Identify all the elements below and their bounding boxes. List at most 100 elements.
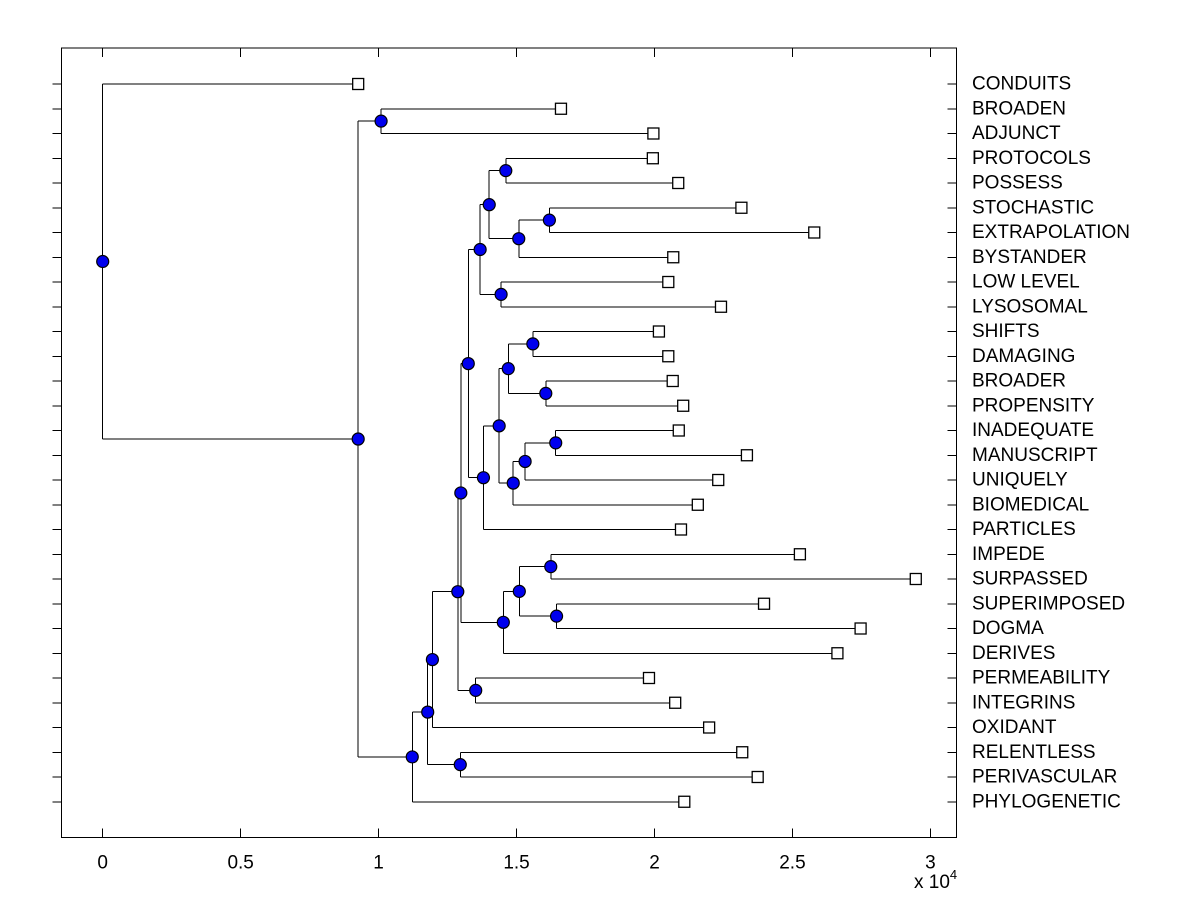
leaf-marker-conduits[interactable]: [352, 77, 365, 91]
leaf-label-conduits[interactable]: CONDUITS: [972, 74, 1071, 95]
internal-node-marker[interactable]: [506, 476, 520, 490]
internal-node-marker[interactable]: [512, 584, 526, 598]
leaf-marker-manuscript[interactable]: [740, 449, 754, 462]
leaf-marker-broaden[interactable]: [554, 102, 568, 115]
internal-node-marker[interactable]: [405, 750, 419, 764]
internal-node-marker[interactable]: [549, 436, 563, 450]
internal-node-marker[interactable]: [473, 242, 487, 257]
internal-node-marker[interactable]: [451, 585, 465, 599]
leaf-label-manuscript[interactable]: MANUSCRIPT: [972, 445, 1098, 466]
leaf-label-phylogenetic[interactable]: PHYLOGENETIC: [972, 791, 1121, 812]
leaf-label-propensity[interactable]: PROPENSITY: [972, 395, 1095, 416]
leaf-marker-relentless[interactable]: [736, 746, 749, 759]
internal-node-marker[interactable]: [421, 705, 435, 719]
leaf-label-stochastic[interactable]: STOCHASTIC: [972, 197, 1094, 218]
leaf-label-shifts[interactable]: SHIFTS: [972, 321, 1040, 342]
internal-node-marker[interactable]: [96, 254, 110, 269]
leaf-marker-dogma[interactable]: [854, 622, 867, 635]
internal-node-marker[interactable]: [496, 615, 510, 629]
internal-node-marker[interactable]: [425, 652, 440, 667]
leaf-marker-integrins[interactable]: [669, 696, 682, 709]
leaf-label-extrapolation[interactable]: EXTRAPOLATION: [972, 222, 1130, 243]
leaf-label-biomedical[interactable]: BIOMEDICAL: [972, 494, 1089, 515]
leaf-marker-low-level[interactable]: [662, 275, 675, 289]
leaf-marker-stochastic[interactable]: [735, 201, 748, 214]
internal-node-marker[interactable]: [454, 486, 468, 500]
leaf-label-surpassed[interactable]: SURPASSED: [972, 569, 1088, 590]
leaf-label-adjunct[interactable]: ADJUNCT: [972, 123, 1061, 144]
leaf-label-perivascular[interactable]: PERIVASCULAR: [972, 767, 1117, 788]
leaf-marker-impede[interactable]: [793, 548, 807, 561]
x-axis-tick-label: 1: [373, 853, 384, 874]
leaf-label-impede[interactable]: IMPEDE: [972, 544, 1045, 565]
leaf-label-oxidant[interactable]: OXIDANT: [972, 717, 1057, 738]
x-axis-multiplier-exponent: 4: [950, 867, 957, 882]
internal-node-marker[interactable]: [494, 287, 508, 301]
leaf-marker-superimposed[interactable]: [757, 597, 771, 610]
internal-node-marker[interactable]: [482, 198, 496, 212]
internal-node-marker[interactable]: [518, 454, 532, 469]
leaf-label-permeability[interactable]: PERMEABILITY: [972, 668, 1111, 689]
leaf-marker-broader[interactable]: [666, 374, 679, 388]
leaf-marker-shifts[interactable]: [652, 325, 666, 338]
x-axis-tick-label: 0: [97, 853, 108, 874]
leaf-marker-phylogenetic[interactable]: [678, 795, 691, 808]
internal-node-marker[interactable]: [476, 471, 491, 485]
leaf-label-relentless[interactable]: RELENTLESS: [972, 742, 1096, 763]
leaf-marker-possess[interactable]: [672, 176, 685, 190]
internal-node-marker[interactable]: [544, 560, 558, 574]
x-axis-tick-label: 2: [649, 853, 660, 874]
internal-node-marker[interactable]: [499, 164, 513, 178]
leaf-label-superimposed[interactable]: SUPERIMPOSED: [972, 593, 1125, 614]
internal-node-marker[interactable]: [512, 232, 526, 246]
leaf-label-bystander[interactable]: BYSTANDER: [972, 247, 1087, 268]
internal-node-marker[interactable]: [501, 362, 515, 376]
leaf-marker-extrapolation[interactable]: [808, 226, 821, 239]
internal-node-marker[interactable]: [469, 683, 483, 697]
internal-node-marker[interactable]: [492, 419, 506, 433]
leaf-label-damaging[interactable]: DAMAGING: [972, 346, 1075, 367]
leaf-label-possess[interactable]: POSSESS: [972, 173, 1063, 194]
leaf-label-integrins[interactable]: INTEGRINS: [972, 692, 1075, 713]
leaf-marker-lysosomal[interactable]: [714, 300, 728, 313]
leaf-marker-surpassed[interactable]: [909, 572, 922, 586]
leaf-label-lysosomal[interactable]: LYSOSOMAL: [972, 296, 1088, 317]
leaf-label-protocols[interactable]: PROTOCOLS: [972, 148, 1091, 169]
internal-node-marker[interactable]: [526, 337, 540, 351]
x-axis-tick-label: 1.5: [503, 853, 529, 874]
internal-node-marker[interactable]: [453, 758, 467, 772]
leaf-marker-perivascular[interactable]: [751, 770, 764, 784]
leaf-marker-derives[interactable]: [831, 647, 844, 660]
leaf-marker-particles[interactable]: [674, 523, 688, 536]
leaf-label-uniquely[interactable]: UNIQUELY: [972, 470, 1068, 491]
leaf-marker-adjunct[interactable]: [647, 127, 660, 140]
plot-frame: [61, 47, 957, 838]
leaf-marker-propensity[interactable]: [677, 399, 690, 412]
leaf-marker-damaging[interactable]: [662, 350, 675, 363]
internal-node-marker[interactable]: [461, 356, 475, 371]
internal-node-marker[interactable]: [549, 609, 564, 623]
leaf-label-derives[interactable]: DERIVES: [972, 643, 1055, 664]
leaf-marker-biomedical[interactable]: [691, 498, 704, 511]
leaf-marker-bystander[interactable]: [667, 251, 680, 264]
leaf-marker-protocols[interactable]: [646, 152, 659, 165]
internal-node-marker[interactable]: [539, 386, 553, 400]
leaf-label-dogma[interactable]: DOGMA: [972, 618, 1044, 639]
x-axis-tick-label: 2.5: [779, 853, 805, 874]
leaf-marker-uniquely[interactable]: [712, 473, 725, 487]
leaf-label-low-level[interactable]: LOW LEVEL: [972, 272, 1080, 293]
internal-node-marker[interactable]: [351, 432, 365, 446]
leaf-label-broaden[interactable]: BROADEN: [972, 98, 1066, 119]
x-axis-tick-label: 3: [925, 853, 936, 874]
leaf-label-broader[interactable]: BROADER: [972, 371, 1066, 392]
internal-node-marker[interactable]: [374, 114, 388, 128]
leaf-label-inadequate[interactable]: INADEQUATE: [972, 420, 1094, 441]
leaf-marker-inadequate[interactable]: [672, 424, 685, 437]
leaf-marker-permeability[interactable]: [642, 671, 656, 685]
leaf-label-particles[interactable]: PARTICLES: [972, 519, 1076, 540]
x-axis-tick-label: 0.5: [227, 853, 253, 874]
leaf-marker-oxidant[interactable]: [702, 721, 716, 734]
internal-node-marker[interactable]: [542, 213, 556, 227]
